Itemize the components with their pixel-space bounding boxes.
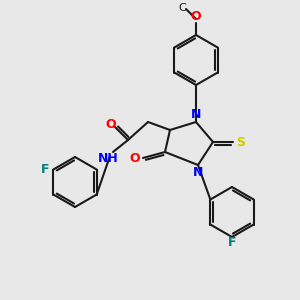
Text: N: N <box>193 167 203 179</box>
Text: S: S <box>236 136 245 148</box>
Text: N: N <box>191 107 201 121</box>
Text: F: F <box>41 163 49 176</box>
Text: O: O <box>129 152 140 164</box>
Text: F: F <box>228 236 236 250</box>
Text: NH: NH <box>98 152 118 166</box>
Text: O: O <box>106 118 116 131</box>
Text: C: C <box>178 3 186 13</box>
Text: O: O <box>191 11 201 23</box>
